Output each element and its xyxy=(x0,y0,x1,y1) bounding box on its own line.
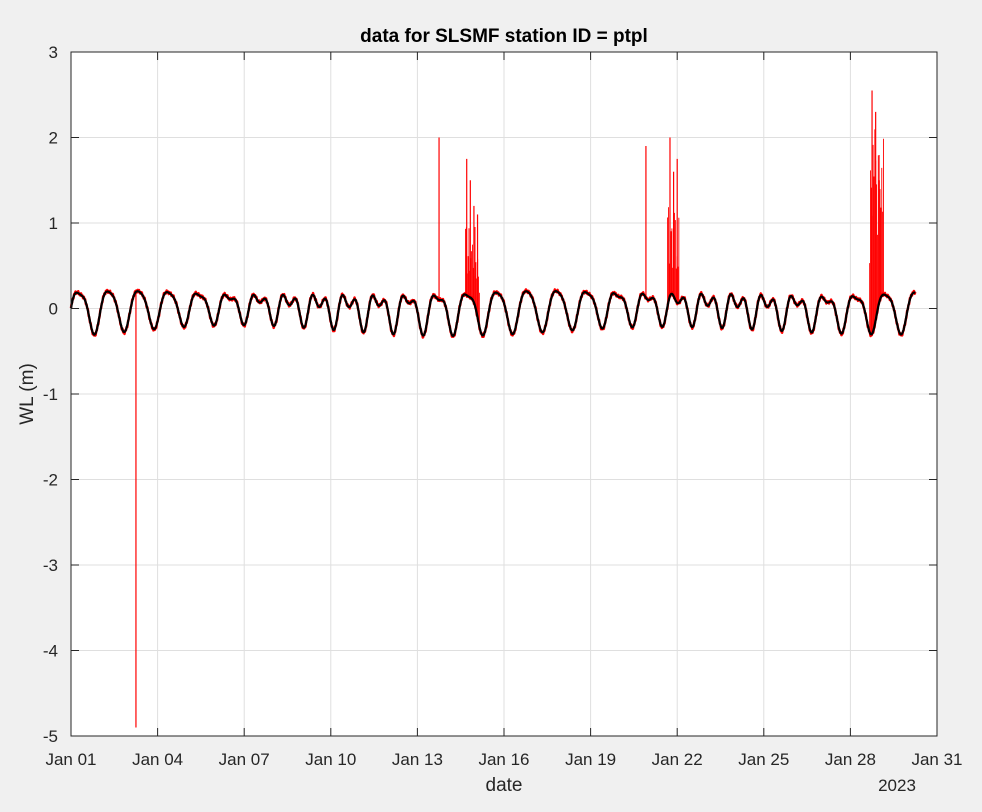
series-black-line xyxy=(69,290,917,338)
x-tick-label: Jan 13 xyxy=(392,750,443,769)
x-tick-label: Jan 01 xyxy=(45,750,96,769)
y-tick-label: -4 xyxy=(43,642,58,661)
y-tick-label: -2 xyxy=(43,471,58,490)
x-tick-label: Jan 25 xyxy=(738,750,789,769)
series-red-spikes xyxy=(135,90,884,728)
x-ticks: Jan 01 Jan 04 Jan 07 Jan 10 Jan 13 Jan 16 Jan … xyxy=(45,52,963,769)
y-tick-label: -3 xyxy=(43,556,58,575)
x-tick-label: Jan 19 xyxy=(565,750,616,769)
x-tick-label: Jan 22 xyxy=(652,750,703,769)
y-tick-label: -5 xyxy=(43,727,58,746)
y-axis-label: WL (m) xyxy=(17,363,38,425)
y-ticks: -5 -4 -3 -2 -1 0 1 2 3 xyxy=(43,43,937,746)
y-tick-label: 3 xyxy=(49,43,58,62)
x-tick-label: Jan 10 xyxy=(305,750,356,769)
y-tick-label: 2 xyxy=(49,129,58,148)
y-tick-label: 0 xyxy=(49,300,58,319)
x-tick-label: Jan 16 xyxy=(478,750,529,769)
y-tick-label: 1 xyxy=(49,214,58,233)
x-tick-label: Jan 04 xyxy=(132,750,183,769)
year-label: 2023 xyxy=(878,776,916,795)
x-tick-label: Jan 31 xyxy=(911,750,962,769)
chart-title: data for SLSMF station ID = ptpl xyxy=(360,26,648,47)
x-axis-label: date xyxy=(486,775,523,796)
x-tick-label: Jan 28 xyxy=(825,750,876,769)
x-tick-label: Jan 07 xyxy=(219,750,270,769)
series-layer xyxy=(69,90,917,728)
y-tick-label: -1 xyxy=(43,385,58,404)
